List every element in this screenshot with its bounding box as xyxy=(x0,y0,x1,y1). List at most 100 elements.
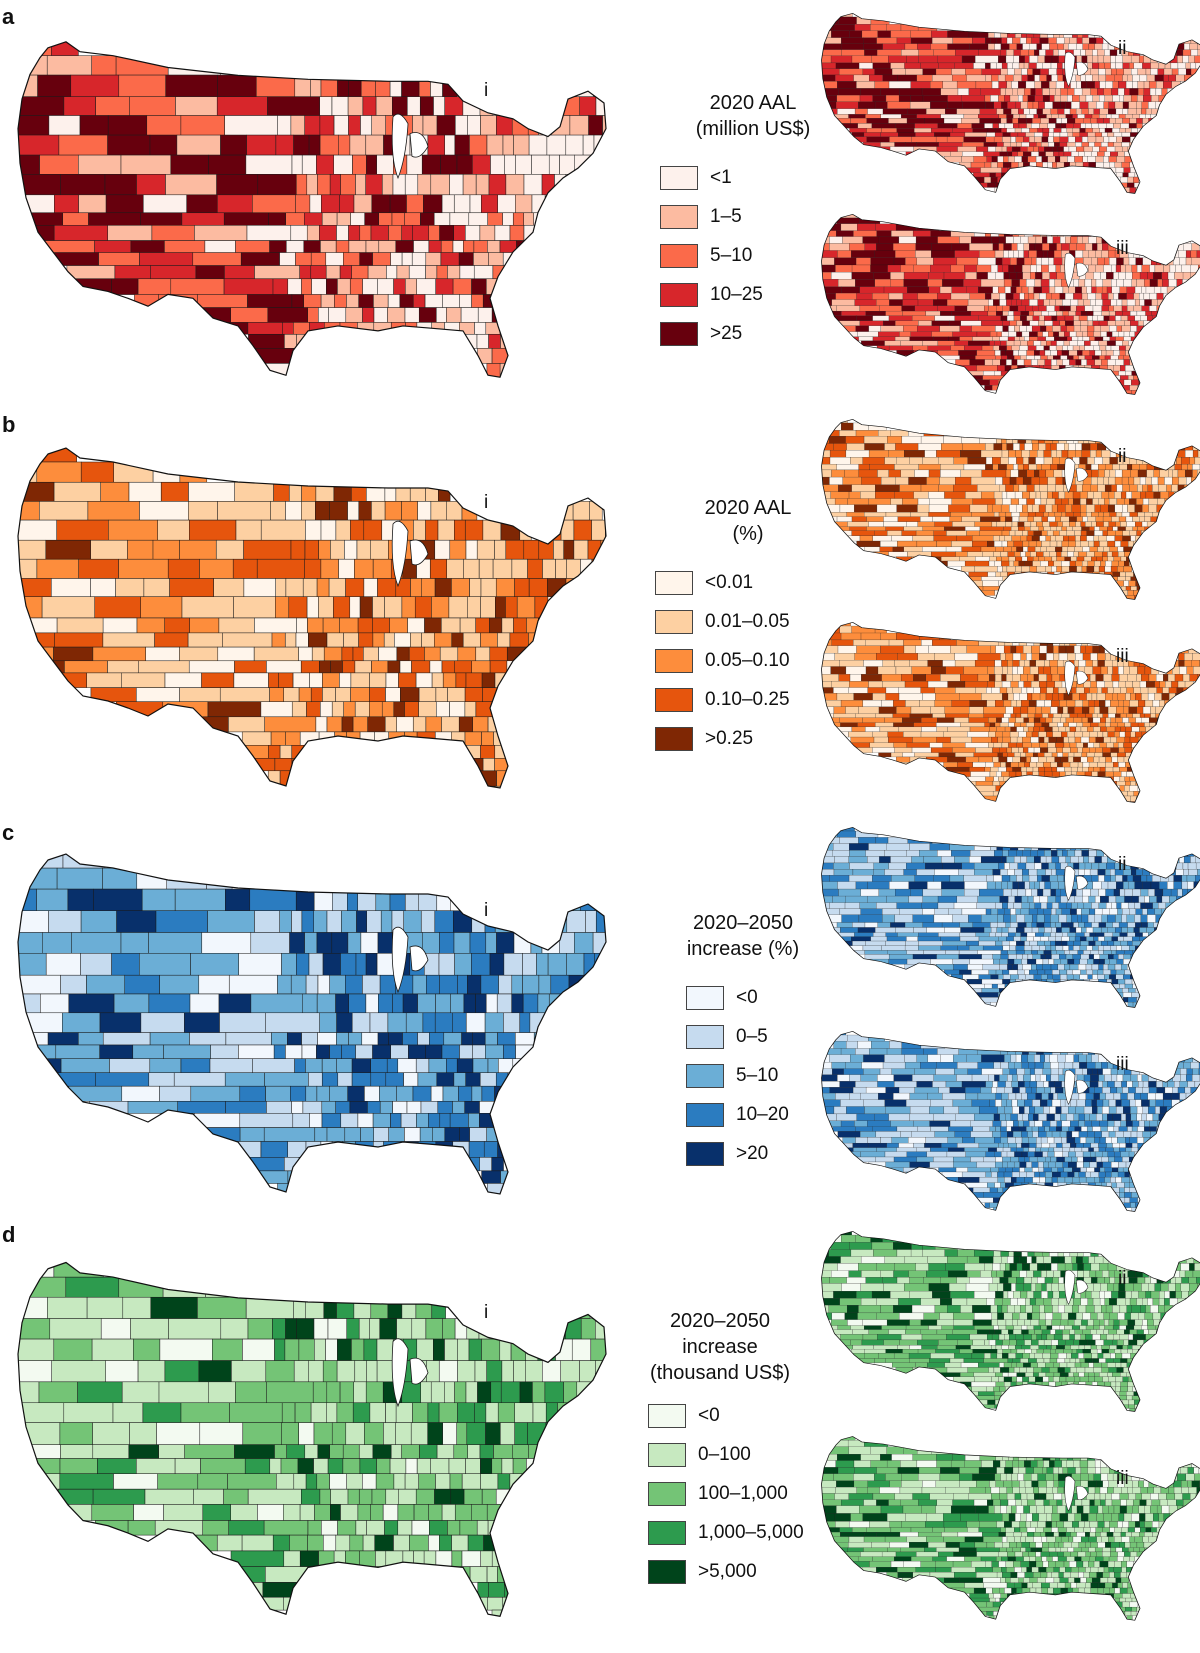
legend-swatch xyxy=(655,687,693,712)
county-cell xyxy=(314,1127,328,1142)
county-cell xyxy=(1108,781,1117,786)
county-cell xyxy=(1052,162,1058,168)
county-cell xyxy=(1041,464,1051,471)
county-cell xyxy=(472,716,489,733)
county-cell xyxy=(854,299,877,306)
county-cell xyxy=(362,96,377,116)
county-cell xyxy=(1016,546,1024,552)
county-map xyxy=(821,419,1200,600)
county-cell xyxy=(1024,336,1030,342)
county-cell xyxy=(888,315,913,321)
county-cell xyxy=(1034,350,1040,356)
county-cell xyxy=(1063,736,1069,743)
county-cell xyxy=(1127,315,1135,321)
county-cell xyxy=(1090,484,1098,492)
county-cell xyxy=(868,521,884,527)
county-cell xyxy=(994,681,1003,688)
county-cell xyxy=(455,115,468,136)
county-cell xyxy=(372,252,391,266)
county-cell xyxy=(1128,375,1134,380)
county-cell xyxy=(1191,660,1200,667)
county-cell xyxy=(865,639,890,646)
county-cell xyxy=(413,519,426,541)
county-cell xyxy=(1167,88,1176,96)
county-cell xyxy=(835,62,860,69)
county-cell xyxy=(347,96,364,116)
county-cell xyxy=(1123,167,1131,173)
county-cell xyxy=(482,294,497,308)
county-cell xyxy=(1046,681,1055,688)
county-cell xyxy=(1106,742,1114,748)
county-cell xyxy=(421,578,436,597)
county-cell xyxy=(1031,681,1040,688)
county-cell xyxy=(1153,469,1160,478)
county-cell xyxy=(945,666,964,675)
county-cell xyxy=(1136,310,1146,316)
county-cell xyxy=(389,74,402,97)
county-cell xyxy=(1006,464,1014,471)
county-cell xyxy=(396,646,410,662)
county-cell xyxy=(966,305,985,312)
county-cell xyxy=(299,265,311,279)
county-cell xyxy=(1008,850,1017,857)
county-cell xyxy=(1093,726,1101,732)
county-cell xyxy=(186,194,218,213)
county-cell xyxy=(957,88,970,96)
county-cell xyxy=(1133,477,1141,485)
county-cell xyxy=(1042,713,1049,718)
county-cell xyxy=(1063,535,1069,542)
county-cell xyxy=(1032,766,1039,772)
county-cell xyxy=(995,257,1003,266)
county-cell xyxy=(958,167,981,173)
county-cell xyxy=(1093,766,1101,772)
county-cell xyxy=(956,365,977,372)
county-cell xyxy=(1122,469,1131,478)
county-cell xyxy=(1046,498,1056,505)
county-cell xyxy=(404,212,421,226)
county-cell xyxy=(836,464,859,471)
county-cell xyxy=(71,932,122,954)
county-cell xyxy=(1013,560,1019,567)
county-cell xyxy=(1036,62,1043,69)
county-cell xyxy=(898,687,921,694)
legend-label: 5–10 xyxy=(710,244,753,266)
county-cell xyxy=(1148,101,1156,109)
county-cell xyxy=(1028,875,1038,882)
county-cell xyxy=(550,974,570,995)
county-cell xyxy=(1116,136,1123,143)
county-cell xyxy=(1038,146,1045,152)
county-cell xyxy=(1114,535,1123,542)
county-cell xyxy=(1196,477,1200,485)
county-cell xyxy=(279,910,292,933)
county-cell xyxy=(979,250,996,258)
county-cell xyxy=(862,700,882,707)
county-cell xyxy=(931,30,948,38)
county-cell xyxy=(838,16,857,25)
county-cell xyxy=(1050,706,1058,714)
county-cell xyxy=(1044,146,1053,152)
county-cell xyxy=(1045,325,1053,332)
county-cell xyxy=(333,482,352,502)
county-cell xyxy=(1028,62,1037,69)
county-cell xyxy=(1014,752,1021,758)
county-cell xyxy=(914,123,939,129)
county-cell xyxy=(941,856,955,864)
great-lakes xyxy=(1064,660,1089,697)
county-cell xyxy=(583,953,595,976)
county-cell xyxy=(925,862,943,870)
county-cell xyxy=(1040,118,1050,124)
county-cell xyxy=(1090,888,1099,897)
county-cell xyxy=(1060,717,1067,723)
county-cell xyxy=(1092,713,1098,718)
county-cell xyxy=(462,632,481,648)
county-cell xyxy=(880,632,897,641)
county-cell xyxy=(916,114,941,119)
county-cell xyxy=(1055,888,1061,897)
county-cell xyxy=(213,578,245,597)
county-cell xyxy=(1018,230,1025,237)
county-cell xyxy=(1046,674,1053,682)
county-cell xyxy=(1097,731,1104,738)
county-cell xyxy=(1037,331,1043,337)
county-cell xyxy=(1038,766,1045,772)
county-cell xyxy=(1121,132,1131,137)
